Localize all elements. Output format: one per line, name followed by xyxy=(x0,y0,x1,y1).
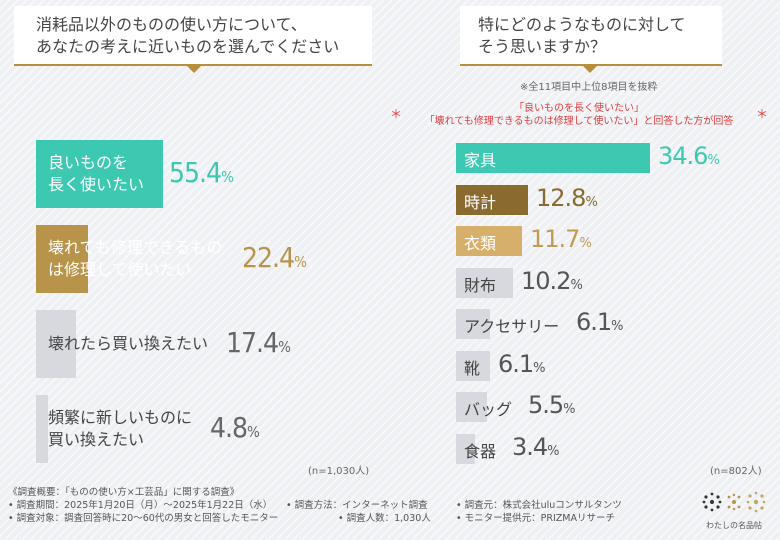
footer-count: • 調査人数：1,030人 xyxy=(338,513,431,524)
right-bar-value-6: 6.1% xyxy=(498,350,546,378)
note-top: ※全11項目中上位8項目を抜粋 xyxy=(520,82,658,93)
right-bar-label-5: アクセサリー xyxy=(464,317,560,336)
right-bar-value-7: 5.5% xyxy=(528,391,576,419)
value-number: 4.8 xyxy=(210,411,248,444)
right-bar-value-1: 34.6% xyxy=(658,142,720,170)
right-bar-5: アクセサリー xyxy=(456,309,559,339)
right-bar-2: 時計 xyxy=(456,185,528,215)
question-left-line2: あなたの考えに近いものを選んでください xyxy=(36,37,340,56)
value-number: 55.4 xyxy=(169,156,222,189)
left-bar-label-1: 良いものを長く使いたい xyxy=(48,152,144,196)
left-bar-label-line: 良いものを xyxy=(48,153,129,172)
left-bar-label-line: は修理して使いたい xyxy=(48,260,192,279)
question-right-pointer xyxy=(582,65,598,73)
left-bar-label-line: 頻繁に新しいものに xyxy=(48,408,193,427)
right-bar-label-2: 時計 xyxy=(464,193,497,212)
note-condition: ＊ 「良いものを長く使いたい」 「壊れても修理できるものは修理して使いたい」と回… xyxy=(390,102,768,128)
note-star-right: ＊ xyxy=(755,107,768,121)
left-bar-label-line: 長く使いたい xyxy=(48,175,145,194)
left-bar-label-line: 買い換えたい xyxy=(48,430,145,449)
left-bar-4: 頻繁に新しいものに 買い換えたい xyxy=(36,395,192,463)
value-unit: % xyxy=(570,278,583,293)
value-unit: % xyxy=(563,402,576,417)
left-bar-value-2: 22.4% xyxy=(242,241,307,274)
value-unit: % xyxy=(611,319,624,334)
right-sample-size: (n=802人) xyxy=(710,466,762,477)
right-bar-value-4: 10.2% xyxy=(521,267,583,295)
left-bar-label-line: 壊れたら買い換えたい xyxy=(48,334,209,353)
right-bar-7: バッグ xyxy=(456,392,512,422)
value-number: 10.2 xyxy=(521,267,571,295)
right-bar-3: 衣類 xyxy=(456,226,522,256)
right-bar-value-8: 3.4% xyxy=(512,433,560,461)
value-unit: % xyxy=(579,236,592,251)
value-unit: % xyxy=(278,338,291,356)
note-condition-line1: 「良いものを長く使いたい」 xyxy=(514,103,644,114)
value-number: 34.6 xyxy=(658,142,708,170)
note-condition-line2: 「壊れても修理できるものは修理して使いたい」と回答した方が回答 xyxy=(424,116,734,127)
right-bar-label-8: 食器 xyxy=(464,442,497,461)
right-bar-8: 食器 xyxy=(456,434,496,464)
footer-title: 《調査概要：「ものの使い方×工芸品」に関する調査》 xyxy=(8,487,240,498)
left-bar-2: 壊れても修理できるもの は修理して使いたい xyxy=(36,225,222,293)
footer-period: • 調査期間：2025年1月20日（月）〜2025年1月22日（水） xyxy=(8,500,273,511)
value-number: 22.4 xyxy=(242,241,295,274)
value-number: 17.4 xyxy=(226,326,279,359)
question-left-line1: 消耗品以外のものの使い方について、 xyxy=(36,15,307,34)
footer-target: • 調査対象：調査回答時に20〜60代の男女と回答したモニター xyxy=(8,513,279,524)
logo-mark-icon xyxy=(702,491,766,513)
left-bar-1: 良いものを長く使いたい xyxy=(36,140,163,208)
value-unit: % xyxy=(707,153,720,168)
value-number: 12.8 xyxy=(536,184,586,212)
value-unit: % xyxy=(247,423,260,441)
value-number: 11.7 xyxy=(530,225,580,253)
right-bar-6: 靴 xyxy=(456,351,490,381)
footer-method: • 調査方法：インターネット調査 xyxy=(286,500,428,511)
right-bar-label-1: 家具 xyxy=(464,151,497,170)
left-bar-label-3: 壊れたら買い換えたい xyxy=(48,333,208,355)
left-bar-value-1: 55.4% xyxy=(169,156,234,189)
question-right-line1: 特にどのようなものに対して xyxy=(478,15,686,34)
question-right-line2: そう思いますか？ xyxy=(478,37,607,56)
left-bar-label-line: 壊れても修理できるもの xyxy=(48,238,223,257)
value-unit: % xyxy=(221,168,234,186)
value-number: 5.5 xyxy=(528,391,564,419)
left-bar-value-3: 17.4% xyxy=(226,326,291,359)
footer-organizer: • 調査元：株式会社uluコンサルタンツ xyxy=(456,500,622,511)
left-bar-3: 壊れたら買い換えたい xyxy=(36,310,208,378)
value-number: 3.4 xyxy=(512,433,548,461)
value-unit: % xyxy=(547,444,560,459)
question-left-pointer xyxy=(186,65,202,73)
right-bar-label-7: バッグ xyxy=(464,400,513,419)
value-number: 6.1 xyxy=(576,308,612,336)
right-bar-value-2: 12.8% xyxy=(536,184,598,212)
left-bar-label-2: 壊れても修理できるもの は修理して使いたい xyxy=(48,237,222,281)
note-star-left: ＊ xyxy=(390,107,403,121)
left-sample-size: (n=1,030人) xyxy=(308,466,370,477)
right-bar-value-3: 11.7% xyxy=(530,225,592,253)
right-bar-value-5: 6.1% xyxy=(576,308,624,336)
logo-text: わたしの名品帖 xyxy=(706,521,762,530)
right-bar-4: 財布 xyxy=(456,268,513,298)
value-unit: % xyxy=(585,195,598,210)
value-unit: % xyxy=(294,253,307,271)
left-bar-value-4: 4.8% xyxy=(210,411,260,444)
footer-provider: • モニター提供元：PRIZMAリサーチ xyxy=(456,513,615,524)
question-left: 消耗品以外のものの使い方について、 あなたの考えに近いものを選んでください xyxy=(14,6,372,73)
left-bar-label-4: 頻繁に新しいものに 買い換えたい xyxy=(48,407,192,451)
brand-logo: わたしの名品帖 xyxy=(696,488,772,532)
right-bar-1: 家具 xyxy=(456,143,650,173)
question-right: 特にどのようなものに対して そう思いますか？ xyxy=(460,6,722,73)
value-number: 6.1 xyxy=(498,350,534,378)
right-bar-label-4: 財布 xyxy=(464,276,497,295)
right-bar-label-6: 靴 xyxy=(464,359,481,378)
right-bar-label-3: 衣類 xyxy=(464,234,497,253)
value-unit: % xyxy=(533,361,546,376)
